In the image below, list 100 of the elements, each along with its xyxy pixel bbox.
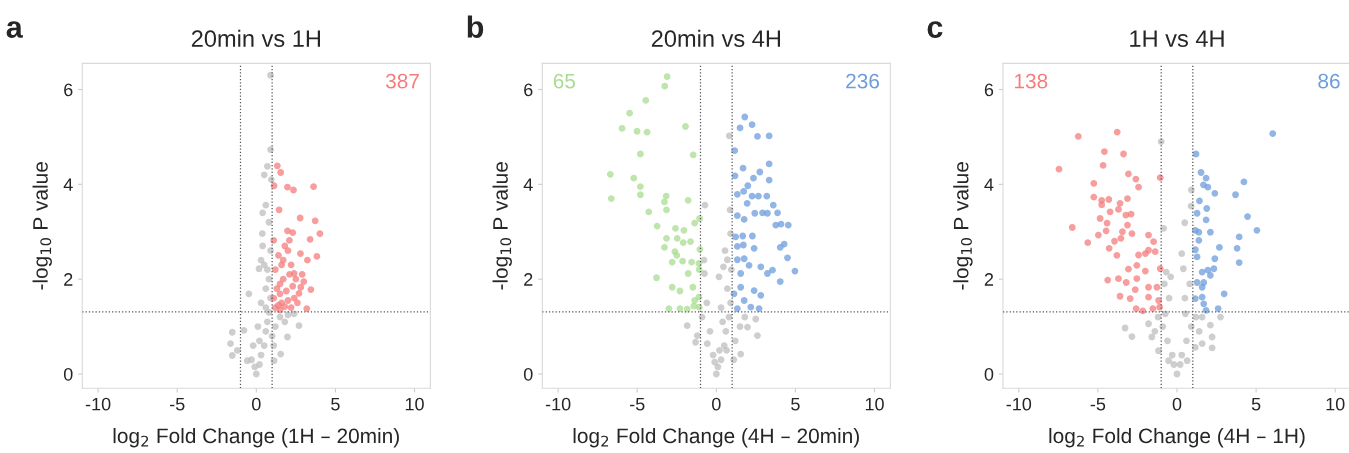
point — [294, 299, 301, 307]
point — [737, 350, 745, 358]
point — [740, 255, 748, 263]
point — [284, 183, 291, 191]
point — [754, 332, 761, 339]
point — [282, 287, 290, 295]
point — [688, 258, 696, 266]
point — [1193, 209, 1201, 217]
point — [645, 208, 653, 216]
point — [661, 82, 669, 90]
point — [265, 218, 273, 226]
point — [1193, 253, 1201, 261]
point — [1120, 150, 1127, 158]
point — [687, 238, 694, 246]
y-axis-title: -log$_{10}$ P value — [953, 162, 973, 290]
point — [1135, 183, 1142, 191]
point — [1155, 347, 1162, 355]
point — [1090, 193, 1098, 201]
point — [691, 219, 699, 227]
point — [279, 275, 287, 283]
point — [281, 242, 289, 250]
chart-title: 1H vs 4H — [1130, 30, 1224, 47]
x-axis-title: log$_{2}$ Fold Change (4H – 1H) — [1049, 427, 1305, 448]
point — [732, 233, 740, 241]
point — [703, 299, 711, 307]
point — [1208, 344, 1216, 352]
point — [739, 232, 747, 240]
point — [1111, 237, 1118, 245]
point — [1198, 340, 1206, 348]
point — [1133, 262, 1141, 269]
point — [295, 289, 303, 297]
point — [228, 352, 236, 359]
point — [1103, 219, 1111, 227]
point — [233, 346, 241, 354]
point — [281, 318, 289, 326]
point — [653, 274, 660, 282]
point — [1117, 234, 1125, 242]
point — [1181, 294, 1189, 302]
point — [1127, 210, 1135, 218]
point — [737, 283, 745, 291]
x-tick-label: 10 — [865, 397, 884, 411]
point — [1176, 361, 1184, 368]
y-tick-label: 6 — [524, 83, 533, 97]
point — [273, 162, 281, 170]
y-tick-label: 2 — [64, 273, 73, 286]
point — [1116, 199, 1124, 207]
point — [683, 305, 691, 313]
point — [723, 256, 731, 264]
point — [1196, 197, 1203, 205]
point — [1124, 195, 1131, 202]
point — [1197, 169, 1205, 176]
point — [673, 234, 681, 242]
point — [1156, 303, 1163, 311]
point — [1157, 138, 1165, 146]
point — [271, 266, 279, 274]
point — [1191, 295, 1199, 303]
point — [1178, 351, 1186, 359]
point — [297, 250, 304, 257]
point — [776, 243, 784, 251]
point — [1235, 233, 1243, 241]
point — [1210, 265, 1218, 273]
point — [1102, 227, 1110, 235]
point — [286, 271, 293, 278]
point — [259, 209, 267, 217]
x-tick-label: 0 — [712, 397, 721, 411]
point — [1132, 175, 1140, 183]
point — [1206, 321, 1214, 329]
point — [701, 201, 709, 209]
point — [1156, 174, 1164, 182]
text: b — [467, 15, 484, 38]
chart-title: 20min vs 4H — [651, 29, 781, 47]
point — [739, 164, 747, 172]
point — [306, 235, 314, 243]
point — [1151, 327, 1159, 335]
point — [1090, 179, 1098, 187]
point — [1115, 275, 1122, 283]
point — [715, 273, 723, 281]
point — [1122, 279, 1130, 286]
point — [763, 192, 771, 200]
y-tick-label: 6 — [984, 83, 994, 97]
point — [310, 183, 317, 191]
y-tick-label: 0 — [63, 367, 73, 381]
x-tick-label: -5 — [169, 397, 185, 411]
point — [1183, 337, 1190, 345]
point — [764, 270, 771, 277]
point — [679, 239, 687, 247]
x-axis-title: log$_{2}$ Fold Change (1H – 20min) — [113, 427, 399, 448]
point — [1198, 313, 1206, 321]
point — [737, 270, 745, 277]
point — [284, 333, 291, 341]
point — [711, 358, 719, 366]
point — [751, 209, 759, 217]
point — [1098, 201, 1106, 209]
point — [304, 256, 311, 264]
point — [741, 313, 749, 321]
point — [739, 241, 747, 249]
point — [1096, 215, 1104, 222]
point — [1131, 286, 1139, 293]
point — [1211, 255, 1219, 263]
point — [1183, 357, 1191, 365]
